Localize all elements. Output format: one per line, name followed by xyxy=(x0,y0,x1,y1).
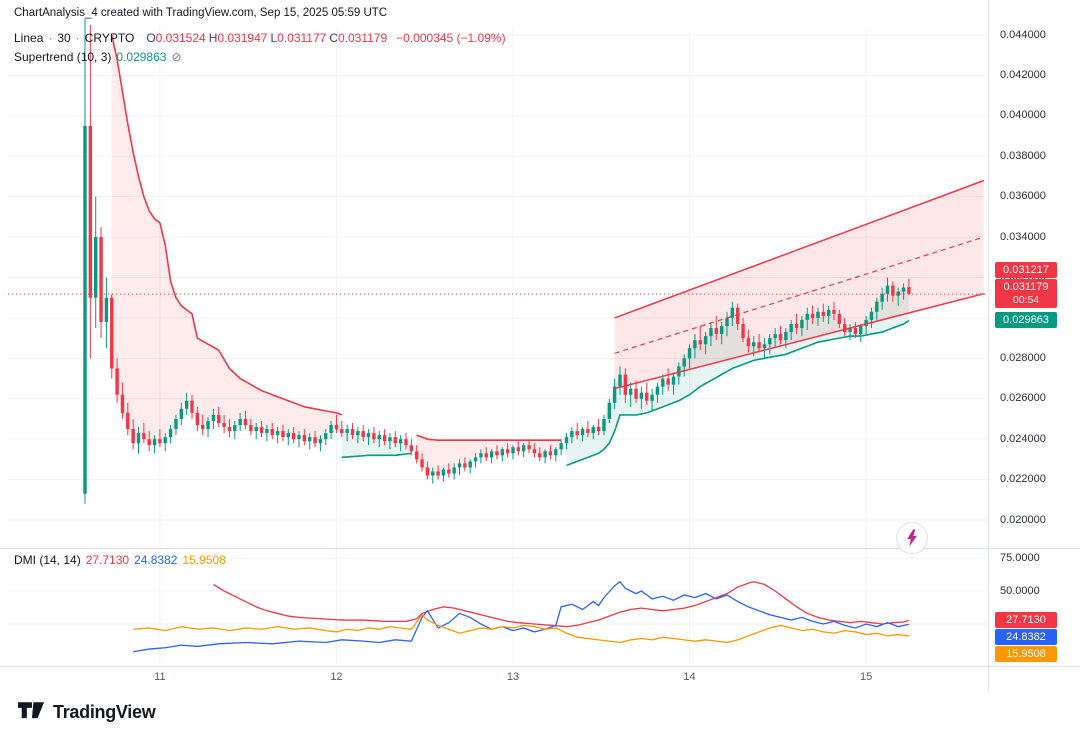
price-axis-label: 0.044000 xyxy=(1000,28,1046,41)
symbol-interval[interactable]: 30 xyxy=(57,31,71,45)
price-axis-label: 0.040000 xyxy=(1000,109,1046,122)
symbol-name[interactable]: Linea xyxy=(14,31,44,45)
dmi-adx-value: 27.7130 xyxy=(85,553,130,567)
level-badge: 0.031217 xyxy=(995,262,1057,278)
symbol-legend[interactable]: Linea · 30 · CRYPTO O 0.031524 H 0.031947 … xyxy=(14,31,506,45)
price-axis-label: 0.038000 xyxy=(1000,149,1046,162)
open-label: O xyxy=(146,31,156,45)
lightning-icon xyxy=(907,529,917,547)
tradingview-logo-icon xyxy=(18,702,45,719)
time-axis-label: 15 xyxy=(859,671,873,683)
high-value: 0.031947 xyxy=(217,31,268,45)
price-axis-label: 0.026000 xyxy=(1000,392,1046,405)
dmi-legend[interactable]: DMI (14, 14) 27.7130 24.8382 15.9508 xyxy=(14,553,226,567)
price-axis-label: 0.022000 xyxy=(1000,473,1046,486)
ohlc-values: O 0.031524 H 0.031947 L 0.031177 C 0.031179 xyxy=(146,31,387,45)
time-axis-label: 12 xyxy=(330,671,343,683)
low-value: 0.031177 xyxy=(277,31,327,45)
price-axis-label: 0.036000 xyxy=(1000,190,1046,203)
change-value: −0.000345 (−1.09%) xyxy=(396,31,506,45)
price-axis-label: 0.020000 xyxy=(1000,513,1046,526)
symbol-exchange: CRYPTO xyxy=(84,31,135,45)
supertrend-value-badge: 0.029863 xyxy=(995,312,1057,328)
supertrend-value: 0.029863 xyxy=(116,50,167,64)
close-value: 0.031179 xyxy=(337,31,388,45)
high-label: H xyxy=(208,31,218,45)
price-axis-label: 0.042000 xyxy=(1000,68,1046,81)
legend-separator: · xyxy=(75,31,80,45)
dmi-name[interactable]: DMI (14, 14) xyxy=(14,553,81,567)
time-axis-label: 13 xyxy=(506,671,520,683)
dmi-plus-di-badge: 24.8382 xyxy=(995,629,1057,645)
dmi-adx-badge: 27.7130 xyxy=(995,612,1057,628)
current-price-badge: 0.031179 00:54 xyxy=(995,279,1057,308)
dmi-minus-di-badge: 15.9508 xyxy=(995,646,1057,662)
supertrend-legend[interactable]: Supertrend (10, 3) 0.029863 ⊘ xyxy=(14,50,182,64)
legend-separator: · xyxy=(48,31,53,45)
boost-button[interactable] xyxy=(896,522,928,554)
close-label: C xyxy=(329,31,338,45)
open-value: 0.031524 xyxy=(155,31,206,45)
low-label: L xyxy=(270,31,278,45)
brand-name: TradingView xyxy=(53,702,156,722)
dmi-axis-label: 50.0000 xyxy=(1000,584,1040,597)
time-axis-label: 11 xyxy=(154,671,166,683)
dmi-minus-di-value: 15.9508 xyxy=(182,553,226,567)
dmi-plus-di-value: 24.8382 xyxy=(134,553,178,567)
current-price-value: 0.031179 xyxy=(1003,280,1049,293)
chart-title: ChartAnalysis_4 created with TradingView… xyxy=(14,7,388,19)
time-axis[interactable]: 11 12 13 14 15 xyxy=(0,669,988,691)
supertrend-hidden-icon[interactable]: ⊘ xyxy=(171,50,182,64)
dmi-axis-label: 75.0000 xyxy=(1000,551,1040,564)
time-axis-label: 14 xyxy=(683,671,696,683)
bar-countdown: 00:54 xyxy=(1012,293,1040,306)
supertrend-name[interactable]: Supertrend (10, 3) xyxy=(14,50,112,64)
price-axis-label: 0.034000 xyxy=(1000,230,1046,243)
price-axis-label: 0.028000 xyxy=(1000,351,1046,364)
tradingview-logo[interactable]: TradingView xyxy=(18,702,156,723)
price-axis-label: 0.024000 xyxy=(1000,432,1046,445)
